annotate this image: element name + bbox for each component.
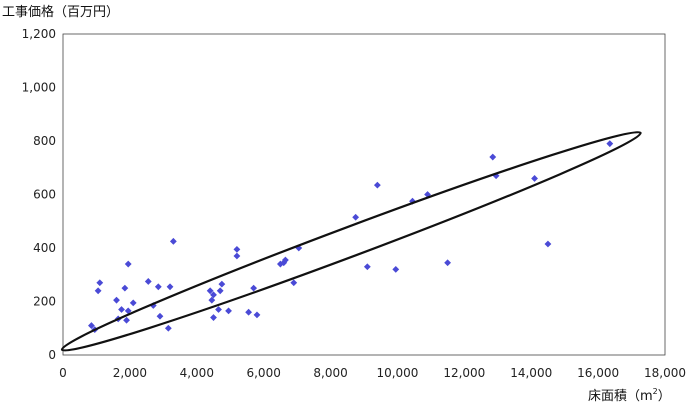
- x-axis-title-superscript: 2: [653, 387, 658, 396]
- data-point: [113, 296, 120, 304]
- x-axis-title-text: 床面積（m: [588, 389, 653, 404]
- data-point: [124, 307, 132, 315]
- data-point: [489, 153, 497, 161]
- data-point: [169, 237, 177, 245]
- data-point: [444, 259, 452, 267]
- x-axis-title: 床面積（m2）: [588, 387, 671, 404]
- data-point: [94, 287, 102, 295]
- y-tick-label: 1,000: [22, 81, 56, 95]
- data-point: [544, 240, 552, 248]
- data-point: [129, 299, 137, 307]
- data-point: [164, 324, 172, 332]
- data-point: [245, 308, 253, 316]
- data-point: [96, 279, 104, 287]
- x-tick-label: 18,000: [644, 366, 686, 380]
- x-tick-label: 16,000: [577, 366, 619, 380]
- data-point: [88, 322, 95, 329]
- data-point: [215, 306, 222, 313]
- data-point: [606, 140, 614, 148]
- data-points: [88, 140, 614, 333]
- y-tick-label: 400: [33, 241, 56, 255]
- x-tick-label: 2,000: [113, 366, 147, 380]
- data-point: [253, 311, 261, 319]
- y-tick-labels: 0 200 400 600 800 1,000 1,200: [22, 27, 56, 362]
- data-point: [218, 280, 226, 288]
- annotation-ellipse: [60, 131, 642, 352]
- data-point: [208, 296, 216, 304]
- x-tick-label: 12,000: [443, 366, 485, 380]
- x-tick-label: 8,000: [313, 366, 347, 380]
- data-point: [124, 260, 132, 268]
- data-point: [210, 291, 217, 299]
- data-point: [233, 245, 241, 253]
- x-tick-label: 6,000: [246, 366, 280, 380]
- annotations: [60, 131, 642, 352]
- data-point: [233, 252, 241, 260]
- y-tick-label: 200: [33, 295, 56, 309]
- x-tick-label: 0: [59, 366, 67, 380]
- y-tick-label: 1,200: [22, 27, 56, 41]
- data-point: [295, 244, 303, 252]
- data-point: [206, 287, 214, 295]
- x-tick-label: 10,000: [376, 366, 418, 380]
- y-tick-label: 600: [33, 188, 56, 202]
- data-point: [121, 284, 129, 292]
- plot-area: [62, 33, 666, 356]
- data-point: [250, 284, 258, 292]
- data-point: [352, 213, 360, 221]
- y-tick-label: 0: [48, 348, 56, 362]
- data-point: [225, 307, 232, 315]
- y-tick-label: 800: [33, 134, 56, 148]
- x-tick-label: 4,000: [180, 366, 214, 380]
- data-point: [144, 278, 152, 285]
- data-point: [409, 197, 416, 205]
- data-point: [123, 316, 130, 324]
- y-axis-title: 工事価格（百万円）: [2, 4, 119, 20]
- x-axis-title-close: ）: [658, 389, 671, 404]
- data-point: [210, 314, 217, 321]
- data-point: [154, 283, 162, 291]
- data-point: [290, 279, 298, 287]
- data-point: [373, 181, 381, 189]
- data-point: [216, 287, 224, 295]
- data-point: [531, 175, 538, 182]
- data-point: [392, 266, 400, 273]
- x-tick-label: 14,000: [510, 366, 552, 380]
- data-point: [363, 263, 371, 271]
- data-point: [166, 283, 174, 291]
- data-point: [156, 312, 164, 320]
- x-tick-labels: 0 2,000 4,000 6,000 8,000 10,000 12,000 14,000 1…: [59, 366, 686, 380]
- data-point: [282, 256, 289, 264]
- data-point: [118, 306, 125, 313]
